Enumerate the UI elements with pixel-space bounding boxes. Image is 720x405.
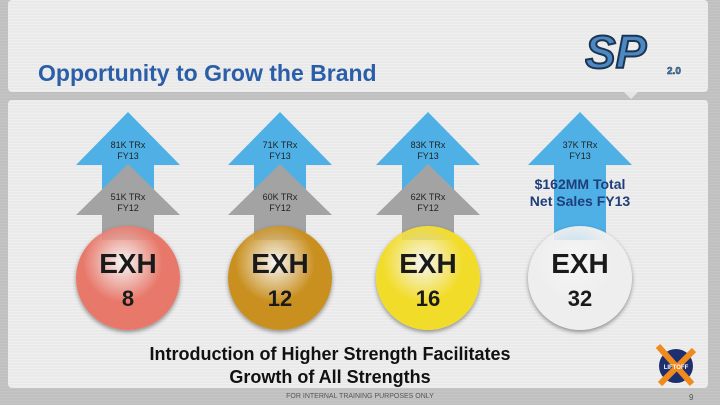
fy13-label: 71K TRx FY13 [230,140,330,162]
fy13-arrow [528,112,632,240]
pill-strength: 32 [567,286,593,311]
fy13-trx: 71K TRx [262,140,298,150]
svg-text:2.0: 2.0 [667,66,681,77]
pill-image: EXH 12 [228,226,332,330]
fy12-trx: 60K TRx [262,192,298,202]
footer-text: FOR INTERNAL TRAINING PURPOSES ONLY [286,393,434,400]
pill-name: EXH [551,248,609,279]
caption-line2: Growth of All Strengths [229,367,431,387]
fy13-year: FY13 [269,151,291,161]
fy13-label: 83K TRx FY13 [378,140,478,162]
liftoff-logo: LIFTOFF [655,343,696,386]
fy13-trx: 37K TRx [562,140,598,150]
fy12-arrow [376,164,480,240]
page-number: 9 [689,393,694,402]
fy12-label: 60K TRx FY12 [230,192,330,214]
slide-title: Opportunity to Grow the Brand [38,60,377,86]
fy12-label: 62K TRx FY12 [378,192,478,214]
pill-name: EXH [251,248,309,279]
fy13-label: 81K TRx FY13 [78,140,178,162]
pill-name: EXH [399,248,457,279]
pill-strength: 16 [415,286,441,311]
fy13-year: FY13 [569,151,591,161]
fy12-trx: 62K TRx [410,192,446,202]
sp-logo: SP 2.0 [585,28,682,78]
pill-strength: 8 [121,286,135,311]
pill-image: EXH 16 [376,226,480,330]
pill-name: EXH [99,248,157,279]
fy12-year: FY12 [417,203,439,213]
fy12-arrow [76,164,180,240]
header-panel [8,0,708,92]
net-sales-callout: $162MM Total Net Sales FY13 [520,176,640,210]
net-sales-line1: $162MM Total [534,176,626,192]
pill-strength: 12 [267,286,293,311]
fy13-year: FY13 [117,151,139,161]
svg-text:LIFTOFF: LIFTOFF [664,365,689,371]
fy13-label: 37K TRx FY13 [530,140,630,162]
fy12-arrow [228,164,332,240]
fy12-year: FY12 [269,203,291,213]
caption: Introduction of Higher Strength Facilita… [100,343,560,389]
fy12-trx: 51K TRx [110,192,146,202]
svg-text:SP: SP [585,28,647,78]
fy12-year: FY12 [117,203,139,213]
fy13-year: FY13 [417,151,439,161]
fy13-trx: 81K TRx [110,140,146,150]
net-sales-line2: Net Sales FY13 [529,193,631,209]
pill-image: EXH 32 [528,226,632,330]
caption-line1: Introduction of Higher Strength Facilita… [149,344,511,364]
fy12-label: 51K TRx FY12 [78,192,178,214]
header-notch [624,92,638,99]
pill-image: EXH 8 [76,226,180,330]
fy13-trx: 83K TRx [410,140,446,150]
